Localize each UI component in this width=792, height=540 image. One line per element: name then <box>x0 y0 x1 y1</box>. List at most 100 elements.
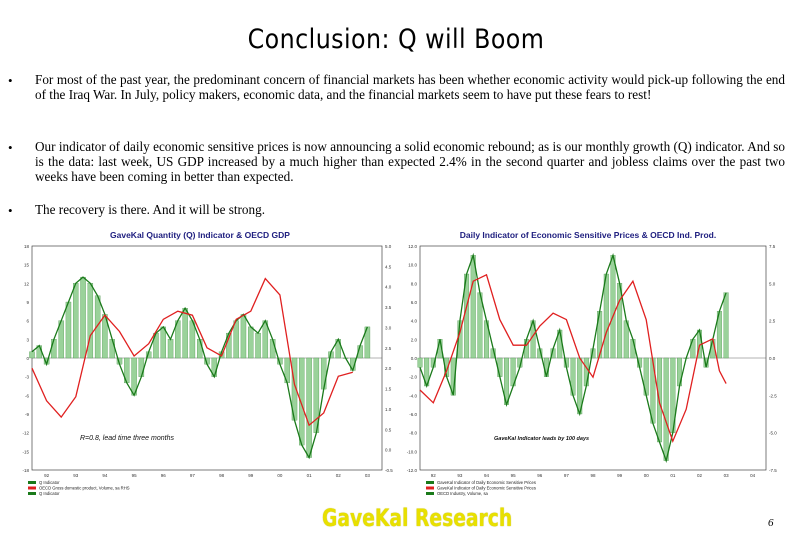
legend-entry: Q Indicator <box>39 491 60 496</box>
y-left-tick-label: 12.0 <box>408 244 417 249</box>
y-left-tick-label: -18 <box>22 468 29 473</box>
bullet-text-2: Our indicator of daily economic sensitiv… <box>35 139 785 184</box>
y-left-tick-label: 10.0 <box>408 263 417 268</box>
page-number: 6 <box>768 517 774 529</box>
y-left-tick-label: 12 <box>24 281 30 286</box>
y-right-tick-label: 3.0 <box>385 325 392 330</box>
legend-entry: OECD Industry, Volume, sa <box>437 491 489 496</box>
x-tick-label: 00 <box>277 473 283 478</box>
y-right-tick-label: 0.5 <box>385 427 392 432</box>
y-left-tick-label: -8.0 <box>409 431 417 436</box>
x-tick-label: 96 <box>161 473 167 478</box>
indicator-bar <box>138 357 145 377</box>
x-tick-label: 02 <box>697 473 703 478</box>
y-left-tick-label: 6.0 <box>411 300 418 305</box>
indicator-bar <box>109 339 115 359</box>
y-right-tick-label: 1.0 <box>385 407 392 412</box>
legend-entry: GaveKal Indicator of Daily Economic Sens… <box>437 480 536 485</box>
y-right-tick-label: -7.5 <box>769 468 777 473</box>
y-left-tick-label: 0.0 <box>411 356 418 361</box>
y-right-tick-label: -5.0 <box>769 431 777 436</box>
x-tick-label: 02 <box>336 473 342 478</box>
y-right-tick-label: 2.5 <box>385 346 392 351</box>
legend-swatch <box>426 492 434 495</box>
indicator-bar <box>306 357 312 458</box>
y-right-tick-label: -0.5 <box>385 468 393 473</box>
legend-swatch <box>28 481 36 484</box>
x-tick-label: 98 <box>590 473 596 478</box>
indicator-bar <box>477 292 483 359</box>
x-tick-label: 93 <box>73 473 79 478</box>
x-tick-label: 92 <box>431 473 437 478</box>
y-left-tick-label: -12 <box>22 431 29 436</box>
legend-entry: OECD Gross domestic product, Volume, sa … <box>39 486 130 491</box>
indicator-bar <box>80 276 86 359</box>
indicator-bar <box>610 255 616 359</box>
chart-title: GaveKal Quantity (Q) Indicator & OECD GD… <box>110 230 290 240</box>
footer-brand: GaveKal Research <box>322 504 513 532</box>
y-left-tick-label: -6 <box>25 393 29 398</box>
y-right-tick-label: 2.5 <box>769 319 776 324</box>
indicator-bar <box>65 301 72 359</box>
y-left-tick-label: -3 <box>25 375 29 380</box>
x-tick-label: 95 <box>132 473 138 478</box>
legend-entry: GaveKal Indicator of Daily Economic Sens… <box>437 486 536 491</box>
indicator-bar <box>470 255 476 359</box>
y-left-tick-label: 0 <box>26 356 29 361</box>
legend-entry: Q Indicator <box>39 480 60 485</box>
indicator-bar <box>73 283 79 359</box>
y-right-tick-label: 2.0 <box>385 366 392 371</box>
indicator-bar <box>663 357 669 461</box>
x-tick-label: 99 <box>617 473 623 478</box>
indicator-bar <box>269 339 276 359</box>
y-left-tick-label: 15 <box>24 263 30 268</box>
indicator-line <box>31 276 369 460</box>
indicator-bar <box>723 292 729 359</box>
chart-annotation: R=0.8, lead time three months <box>80 435 174 442</box>
x-tick-label: 92 <box>44 473 50 478</box>
x-tick-label: 98 <box>219 473 225 478</box>
x-tick-label: 99 <box>248 473 254 478</box>
y-left-tick-label: 4.0 <box>411 319 418 324</box>
x-tick-label: 93 <box>457 473 463 478</box>
indicator-bar <box>240 314 247 359</box>
y-right-tick-label: -2.5 <box>769 393 777 398</box>
indicator-bar <box>248 326 254 359</box>
indicator-bar <box>320 357 327 390</box>
y-right-tick-label: 4.5 <box>385 264 392 269</box>
indicator-line <box>419 252 727 463</box>
page-title: Conclusion: Q will Boom <box>247 24 545 55</box>
indicator-bar <box>29 351 35 359</box>
y-right-tick-label: 5.0 <box>769 281 776 286</box>
x-tick-label: 94 <box>102 473 108 478</box>
indicator-bar <box>233 320 239 359</box>
y-left-tick-label: -10.0 <box>407 449 418 454</box>
bullet-marker: • <box>8 73 13 88</box>
y-left-tick-label: 6 <box>26 319 29 324</box>
indicator-bar <box>182 308 188 359</box>
legend-swatch <box>426 481 434 484</box>
indicator-bar <box>160 326 166 359</box>
y-left-tick-label: 18 <box>24 244 30 249</box>
daily-indicator-chart: Daily Indicator of Economic Sensitive Pr… <box>407 230 778 496</box>
x-tick-label: 97 <box>190 473 196 478</box>
x-tick-label: 03 <box>724 473 730 478</box>
y-right-tick-label: 3.5 <box>385 305 392 310</box>
legend-swatch <box>28 486 36 490</box>
y-right-tick-label: 0.0 <box>769 356 776 361</box>
y-left-tick-label: 9 <box>26 300 29 305</box>
indicator-bar <box>255 332 261 359</box>
y-right-tick-label: 0.0 <box>385 448 392 453</box>
x-tick-label: 00 <box>644 473 650 478</box>
indicator-bar <box>197 339 203 359</box>
indicator-bar <box>87 283 94 359</box>
indicator-bar <box>417 357 423 368</box>
y-left-tick-label: 8.0 <box>411 281 418 286</box>
y-left-tick-label: -9 <box>25 412 29 417</box>
y-left-tick-label: -15 <box>22 449 29 454</box>
y-right-tick-label: 7.5 <box>769 244 776 249</box>
x-tick-label: 96 <box>537 473 543 478</box>
y-right-tick-label: 5.0 <box>385 244 392 249</box>
indicator-bar <box>51 339 57 359</box>
y-left-tick-label: -2.0 <box>409 375 417 380</box>
